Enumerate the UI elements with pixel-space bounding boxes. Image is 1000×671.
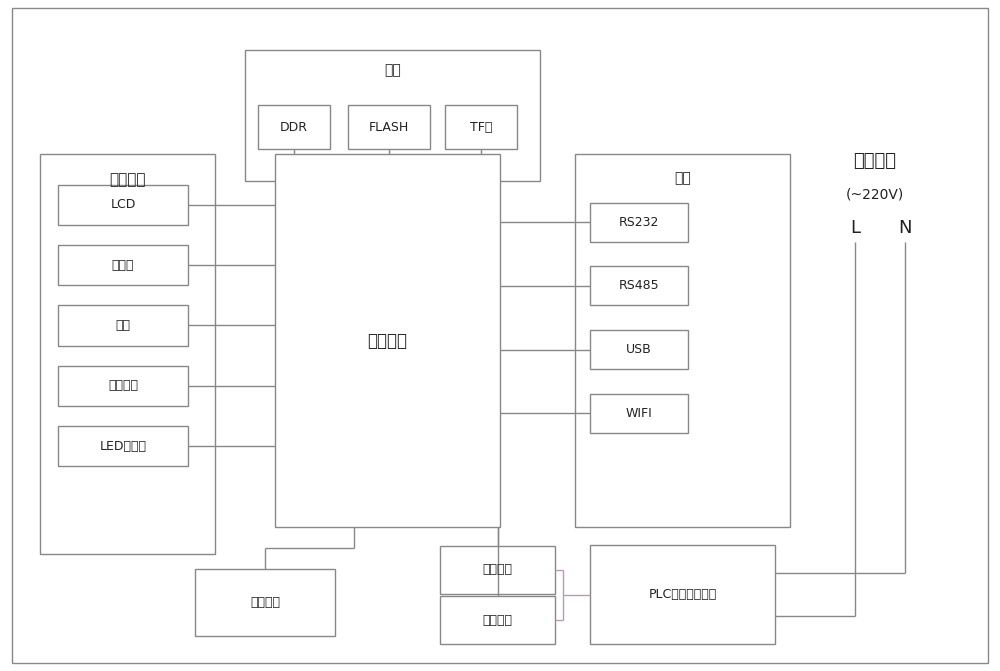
Text: RS232: RS232	[619, 215, 659, 229]
Text: LED指示灯: LED指示灯	[100, 440, 146, 453]
Bar	[58, 185, 188, 225]
Text: (~220V): (~220V)	[846, 188, 904, 201]
Bar	[590, 330, 688, 369]
Text: 电源管理: 电源管理	[250, 596, 280, 609]
Bar	[440, 546, 555, 594]
Bar	[58, 305, 188, 346]
Text: 微处理器: 微处理器	[368, 331, 408, 350]
Bar	[348, 105, 430, 149]
Text: DDR: DDR	[280, 121, 308, 134]
Bar	[590, 394, 688, 433]
Bar	[195, 569, 335, 636]
Text: TF卡: TF卡	[470, 121, 492, 134]
Bar	[445, 105, 517, 149]
Text: RS485: RS485	[619, 279, 659, 293]
Text: 载波接收: 载波接收	[482, 613, 512, 627]
Bar	[575, 154, 790, 527]
Text: USB: USB	[626, 343, 652, 356]
Text: 通信: 通信	[674, 171, 691, 185]
Bar	[58, 426, 188, 466]
Bar	[258, 105, 330, 149]
Bar	[275, 154, 500, 527]
Text: 存储: 存储	[384, 64, 401, 77]
Text: L: L	[850, 219, 860, 237]
Text: 触摸屏: 触摸屏	[112, 258, 134, 272]
Text: WIFI: WIFI	[626, 407, 652, 420]
Text: PLC信号耦合电路: PLC信号耦合电路	[648, 588, 717, 601]
Text: 键盘: 键盘	[116, 319, 130, 332]
Text: LCD: LCD	[110, 198, 136, 211]
Text: 音频输出: 音频输出	[108, 379, 138, 393]
Bar	[245, 50, 540, 181]
Bar	[40, 154, 215, 554]
Bar	[590, 266, 688, 305]
Bar	[590, 203, 688, 242]
Bar	[440, 596, 555, 644]
Text: FLASH: FLASH	[369, 121, 409, 134]
Text: 电源输入: 电源输入	[854, 152, 896, 170]
Text: 人机交互: 人机交互	[109, 172, 146, 187]
Bar	[590, 545, 775, 644]
Text: N: N	[898, 219, 912, 237]
Bar	[58, 245, 188, 285]
Text: 载波发送: 载波发送	[482, 563, 512, 576]
Bar	[58, 366, 188, 406]
